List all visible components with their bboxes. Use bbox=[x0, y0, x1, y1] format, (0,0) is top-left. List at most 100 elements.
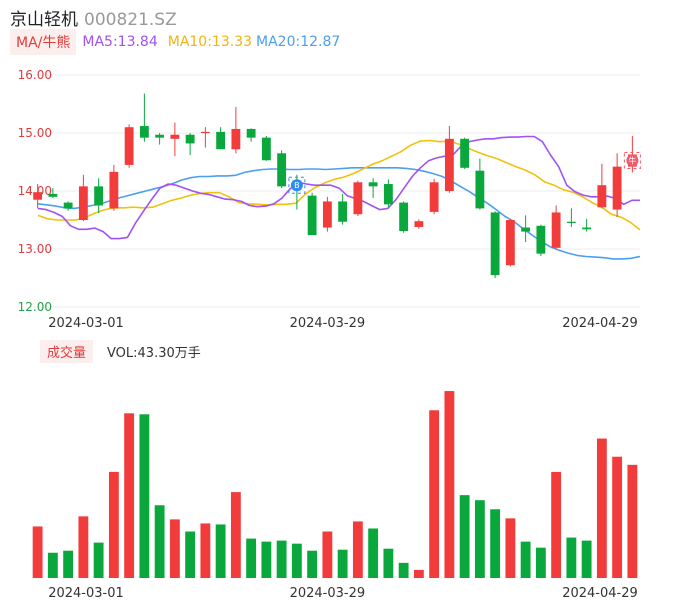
stock-name: 京山轻机 bbox=[10, 10, 78, 30]
volume-bar bbox=[200, 523, 211, 578]
candle-body bbox=[170, 134, 180, 139]
volume-bar bbox=[627, 464, 638, 578]
candle-body bbox=[368, 182, 378, 187]
volume-bar bbox=[261, 541, 272, 578]
candle-body bbox=[48, 193, 58, 197]
volume-bar bbox=[520, 541, 531, 578]
ma-legend: MA/牛熊 MA5:13.84 MA10:13.33 MA20:12.87 bbox=[10, 28, 341, 55]
volume-bar bbox=[337, 549, 348, 578]
candle-body bbox=[429, 182, 439, 212]
volume-bar bbox=[612, 456, 623, 578]
ma5-legend: MA5:13.84 bbox=[82, 33, 158, 50]
volume-bar bbox=[185, 531, 196, 578]
volume-bar bbox=[276, 540, 287, 578]
volume-bar bbox=[368, 528, 379, 578]
candle-body bbox=[109, 171, 119, 209]
x-tick-label: 2024-03-01 bbox=[48, 586, 124, 601]
candle-body bbox=[475, 170, 485, 209]
volume-bar bbox=[246, 538, 257, 578]
candle-body bbox=[399, 202, 409, 232]
candle-body bbox=[597, 185, 607, 208]
candle-body bbox=[185, 134, 195, 144]
x-tick-label: 2024-04-29 bbox=[562, 316, 638, 331]
volume-bar bbox=[413, 569, 424, 578]
volume-bar bbox=[535, 547, 546, 578]
ma20-legend: MA20:12.87 bbox=[256, 33, 341, 50]
volume-bar bbox=[124, 413, 135, 578]
candle-body bbox=[124, 127, 134, 165]
volume-bar bbox=[47, 552, 58, 578]
x-tick-label: 2024-03-29 bbox=[290, 586, 366, 601]
candle-body bbox=[200, 131, 210, 134]
volume-bar bbox=[383, 548, 394, 578]
volume-bar bbox=[459, 495, 470, 578]
candle-body bbox=[551, 212, 561, 248]
candle-body bbox=[33, 192, 43, 200]
volume-bar bbox=[63, 550, 74, 578]
volume-bar bbox=[566, 537, 577, 578]
candle-body bbox=[444, 138, 454, 191]
ma5-line bbox=[37, 135, 640, 240]
bull-badge-icon: B bbox=[288, 176, 306, 194]
volume-indicator-button[interactable]: 成交量 bbox=[40, 339, 94, 363]
volume-bar bbox=[169, 519, 180, 578]
volume-bar bbox=[215, 524, 226, 578]
volume-bar bbox=[490, 509, 501, 578]
candle-body bbox=[139, 126, 149, 138]
bull-badge-icon: 牛 bbox=[623, 152, 641, 170]
volume-bar bbox=[581, 540, 592, 578]
x-tick-label: 2024-03-01 bbox=[48, 316, 124, 331]
candle-body bbox=[353, 182, 363, 215]
candle-body bbox=[94, 186, 104, 206]
volume-bar bbox=[444, 391, 455, 578]
volume-bar bbox=[78, 516, 89, 578]
volume-bar bbox=[551, 471, 562, 578]
volume-bar bbox=[32, 526, 43, 578]
candle-body bbox=[612, 166, 622, 210]
volume-bar bbox=[474, 500, 485, 578]
candle-body bbox=[261, 137, 271, 161]
ma-indicator-button[interactable]: MA/牛熊 bbox=[10, 28, 77, 55]
volume-bar bbox=[230, 492, 241, 578]
candle-body bbox=[414, 221, 424, 227]
volume-bar bbox=[596, 438, 607, 578]
candle-body bbox=[216, 131, 226, 150]
volume-bar bbox=[505, 518, 516, 578]
x-tick-label: 2024-03-29 bbox=[290, 316, 366, 331]
candle-body bbox=[383, 184, 393, 205]
ma10-line bbox=[37, 139, 641, 231]
stock-code: 000821.SZ bbox=[84, 10, 177, 30]
marker-dot bbox=[626, 154, 639, 167]
candle-body bbox=[338, 201, 348, 222]
volume-bar bbox=[398, 562, 409, 578]
candle-body bbox=[277, 153, 287, 187]
candle-body bbox=[231, 128, 241, 150]
candle-body bbox=[521, 227, 531, 232]
candle-body bbox=[582, 227, 592, 230]
marker-dot bbox=[290, 179, 303, 192]
marker-label: B bbox=[294, 181, 300, 190]
candle-body bbox=[63, 202, 73, 209]
volume-bar bbox=[154, 505, 165, 578]
volume-bar bbox=[139, 414, 150, 578]
ma10-legend: MA10:13.33 bbox=[167, 33, 253, 50]
candle-body bbox=[307, 195, 317, 236]
volume-bar bbox=[322, 531, 333, 578]
y-tick-label: 16.00 bbox=[18, 68, 52, 82]
candle-body bbox=[460, 138, 470, 168]
candle-body bbox=[536, 225, 546, 254]
marker-label: 牛 bbox=[628, 156, 636, 166]
y-tick-label: 14.00 bbox=[18, 184, 52, 198]
candle-body bbox=[78, 186, 88, 220]
candle-body bbox=[490, 212, 500, 276]
volume-bar bbox=[429, 410, 440, 578]
volume-bar bbox=[108, 471, 119, 578]
candle-body bbox=[505, 220, 515, 266]
volume-bar bbox=[307, 550, 318, 578]
y-tick-label: 13.00 bbox=[18, 242, 52, 256]
y-tick-label: 12.00 bbox=[18, 300, 52, 314]
candle-body bbox=[322, 201, 332, 228]
stock-header: 京山轻机 000821.SZ bbox=[10, 5, 177, 30]
volume-value: VOL:43.30万手 bbox=[107, 345, 201, 361]
